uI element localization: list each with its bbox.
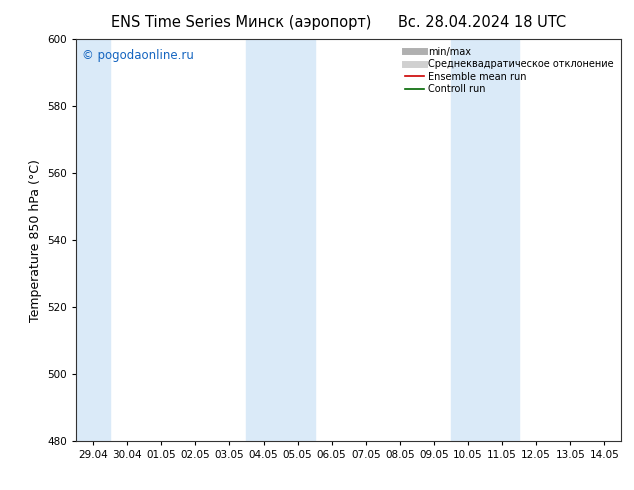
Text: Вс. 28.04.2024 18 UTC: Вс. 28.04.2024 18 UTC — [398, 15, 566, 30]
Bar — [451, 39, 519, 441]
Text: ENS Time Series Минск (аэропорт): ENS Time Series Минск (аэропорт) — [111, 15, 371, 30]
Bar — [76, 39, 110, 441]
Bar — [247, 39, 314, 441]
Text: © pogodaonline.ru: © pogodaonline.ru — [82, 49, 193, 62]
Y-axis label: Temperature 850 hPa (°C): Temperature 850 hPa (°C) — [29, 159, 42, 321]
Legend: min/max, Среднеквадратическое отклонение, Ensemble mean run, Controll run: min/max, Среднеквадратическое отклонение… — [402, 44, 616, 97]
